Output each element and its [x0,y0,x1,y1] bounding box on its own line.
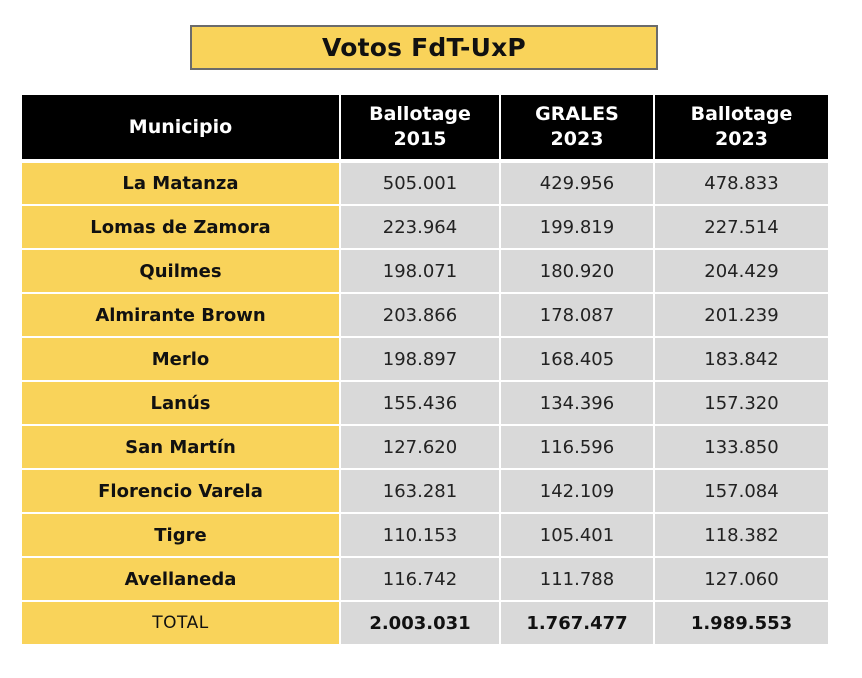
total-ballotage-2023: 1.989.553 [653,600,828,646]
table-row: Lomas de Zamora 223.964 199.819 227.514 [22,204,828,250]
total-label: TOTAL [22,600,341,646]
table-row: Quilmes 198.071 180.920 204.429 [22,248,828,294]
table-row: Merlo 198.897 168.405 183.842 [22,336,828,382]
cell-ballotage-2023: 227.514 [653,204,828,250]
header-grales-2023-line2: 2023 [550,128,604,150]
table-header: Municipio Ballotage 2015 GRALES 2023 Bal… [22,95,828,161]
cell-municipio: Lanús [22,380,341,426]
cell-ballotage-2015: 198.897 [339,336,501,382]
table-row: Avellaneda 116.742 111.788 127.060 [22,556,828,602]
table-body: La Matanza 505.001 429.956 478.833 Lomas… [22,159,828,646]
cell-grales-2023: 178.087 [499,292,655,338]
cell-ballotage-2015: 116.742 [339,556,501,602]
total-ballotage-2015: 2.003.031 [339,600,501,646]
header-row: Municipio Ballotage 2015 GRALES 2023 Bal… [22,95,828,161]
cell-ballotage-2023: 133.850 [653,424,828,470]
cell-municipio: San Martín [22,424,341,470]
table-row: Lanús 155.436 134.396 157.320 [22,380,828,426]
cell-ballotage-2015: 110.153 [339,512,501,558]
header-ballotage-2023-line1: Ballotage [690,103,793,125]
cell-municipio: Avellaneda [22,556,341,602]
cell-ballotage-2015: 198.071 [339,248,501,294]
cell-ballotage-2023: 127.060 [653,556,828,602]
table-row: La Matanza 505.001 429.956 478.833 [22,159,828,206]
cell-municipio: Quilmes [22,248,341,294]
cell-municipio: Florencio Varela [22,468,341,514]
cell-ballotage-2015: 505.001 [339,159,501,206]
header-ballotage-2023: Ballotage 2023 [653,95,828,161]
cell-municipio: La Matanza [22,159,341,206]
header-ballotage-2023-line2: 2023 [715,128,768,150]
cell-grales-2023: 199.819 [499,204,655,250]
votes-table: Municipio Ballotage 2015 GRALES 2023 Bal… [22,95,828,646]
header-municipio: Municipio [22,95,341,161]
cell-ballotage-2015: 163.281 [339,468,501,514]
header-grales-2023-line1: GRALES [535,103,619,125]
cell-ballotage-2023: 204.429 [653,248,828,294]
cell-municipio: Lomas de Zamora [22,204,341,250]
cell-ballotage-2015: 223.964 [339,204,501,250]
table-row: Almirante Brown 203.866 178.087 201.239 [22,292,828,338]
cell-ballotage-2023: 201.239 [653,292,828,338]
cell-municipio: Almirante Brown [22,292,341,338]
header-ballotage-2015-line1: Ballotage [369,103,471,125]
table-title: Votos FdT-UxP [190,25,658,70]
cell-ballotage-2015: 155.436 [339,380,501,426]
cell-grales-2023: 429.956 [499,159,655,206]
header-municipio-line1: Municipio [128,115,233,138]
votes-table-container: Municipio Ballotage 2015 GRALES 2023 Bal… [22,95,828,646]
cell-municipio: Tigre [22,512,341,558]
cell-ballotage-2023: 118.382 [653,512,828,558]
cell-ballotage-2023: 478.833 [653,159,828,206]
table-row: San Martín 127.620 116.596 133.850 [22,424,828,470]
total-row: TOTAL 2.003.031 1.767.477 1.989.553 [22,600,828,646]
cell-ballotage-2023: 157.084 [653,468,828,514]
cell-ballotage-2023: 157.320 [653,380,828,426]
total-grales-2023: 1.767.477 [499,600,655,646]
cell-grales-2023: 111.788 [499,556,655,602]
cell-grales-2023: 134.396 [499,380,655,426]
cell-ballotage-2015: 127.620 [339,424,501,470]
cell-grales-2023: 105.401 [499,512,655,558]
cell-grales-2023: 116.596 [499,424,655,470]
table-row: Florencio Varela 163.281 142.109 157.084 [22,468,828,514]
cell-grales-2023: 168.405 [499,336,655,382]
cell-ballotage-2023: 183.842 [653,336,828,382]
cell-municipio: Merlo [22,336,341,382]
header-grales-2023: GRALES 2023 [499,95,655,161]
header-ballotage-2015-line2: 2015 [393,128,447,150]
cell-grales-2023: 142.109 [499,468,655,514]
table-row: Tigre 110.153 105.401 118.382 [22,512,828,558]
cell-ballotage-2015: 203.866 [339,292,501,338]
cell-grales-2023: 180.920 [499,248,655,294]
header-ballotage-2015: Ballotage 2015 [339,95,501,161]
